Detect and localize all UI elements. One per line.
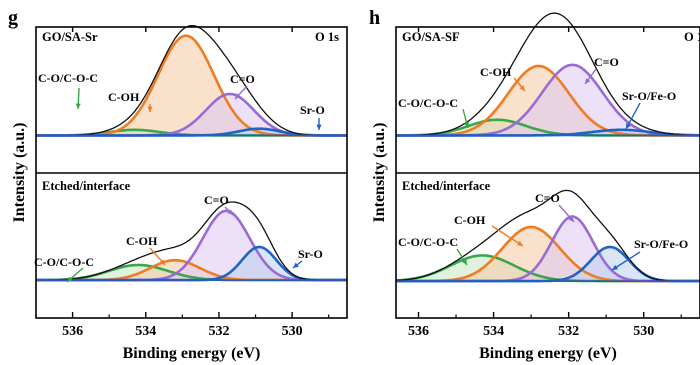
label-arrowhead <box>612 264 618 270</box>
envelope-curve <box>396 12 700 137</box>
x-tick-label: 532 <box>558 324 579 339</box>
sample-label: GO/SA-SF <box>402 30 460 44</box>
label-arrowhead <box>235 93 241 99</box>
component-label: C-O/C-O-C <box>38 71 98 85</box>
x-tick-label: 530 <box>633 324 654 339</box>
component-label: C-O/C-O-C <box>398 96 458 110</box>
component-label: Sr-O <box>300 103 325 117</box>
label-arrowhead <box>626 123 631 129</box>
sample-label: Etched/interface <box>402 179 491 193</box>
panel-h: hGO/SA-SFO 1sC-O/C-O-CC-OHC=OSr-O/Fe-OEt… <box>369 7 700 362</box>
component-label: C=O <box>535 191 560 205</box>
component-label: C=O <box>230 72 255 86</box>
label-arrowhead <box>585 78 591 84</box>
label-arrowhead <box>461 259 467 265</box>
component-fill <box>36 246 347 281</box>
component-label: C=O <box>594 55 619 69</box>
component-label: C-OH <box>126 234 158 248</box>
label-pointer <box>491 225 524 247</box>
envelope-curve <box>36 201 347 281</box>
subplot-1: Etched/interface C-O/C-O-C C-OH C=O Sr-O <box>34 179 347 283</box>
x-tick-label: 534 <box>483 324 504 339</box>
x-axis-label: Binding energy (eV) <box>123 345 261 362</box>
label-pointer <box>611 251 641 271</box>
label-arrowhead <box>519 85 525 91</box>
label-arrowhead <box>517 240 523 246</box>
label-arrowhead <box>464 122 470 128</box>
component-label: C-OH <box>108 90 140 104</box>
label-arrowhead <box>67 276 73 282</box>
component-label: C=O <box>204 193 229 207</box>
x-tick-label: 530 <box>282 324 303 339</box>
panel-g: gGO/SA-Sr O 1sC-O/C-O-CC-OHC=OSr-OEtched/… <box>8 7 348 362</box>
component-label: Sr-O/Fe-O <box>622 89 676 103</box>
envelope-curve <box>36 24 347 137</box>
component-label: C-O/C-O-C <box>34 255 94 269</box>
label-arrowhead <box>159 259 165 265</box>
label-arrowhead <box>227 209 233 215</box>
region-label: O 1s <box>684 30 700 44</box>
label-arrowhead <box>316 124 322 130</box>
component-label: Sr-O/Fe-O <box>634 237 688 251</box>
subplot-1: Etched/interface C-O/C-O-C C-OH C=O Sr-O/Fe-… <box>395 179 700 283</box>
x-tick-label: 534 <box>135 324 156 339</box>
label-arrowhead <box>293 262 299 268</box>
region-label: O 1s <box>315 30 339 44</box>
component-label: C-O/C-O-C <box>398 235 458 249</box>
subplot-0: GO/SA-Sr O 1s C-O/C-O-C C-OH C=O Sr-O <box>36 24 347 137</box>
label-arrowhead <box>147 106 153 112</box>
component-fill <box>396 64 700 136</box>
y-axis-label: Intensity (a.u.) <box>11 122 28 222</box>
component-fill <box>36 264 347 281</box>
label-arrowhead <box>568 216 574 222</box>
sample-label: GO/SA-Sr <box>42 30 98 44</box>
component-fill <box>36 210 347 281</box>
panel-letter: g <box>8 7 18 29</box>
x-axis-label: Binding energy (eV) <box>479 345 617 362</box>
label-arrowhead <box>75 103 81 109</box>
component-fill <box>36 35 347 136</box>
sample-label: Etched/interface <box>42 179 131 193</box>
y-axis-label: Intensity (a.u.) <box>371 122 388 222</box>
component-label: C-OH <box>480 65 512 79</box>
subplot-0: GO/SA-SF O 1s C-O/C-O-C C-OH C=O Sr-O/Fe-O <box>396 12 700 137</box>
x-tick-label: 532 <box>208 324 229 339</box>
x-tick-label: 536 <box>62 324 83 339</box>
x-tick-label: 536 <box>408 324 429 339</box>
envelope-curve <box>395 189 700 282</box>
component-label: Sr-O <box>298 247 323 261</box>
panel-letter: h <box>369 7 380 29</box>
component-label: C-OH <box>454 213 486 227</box>
